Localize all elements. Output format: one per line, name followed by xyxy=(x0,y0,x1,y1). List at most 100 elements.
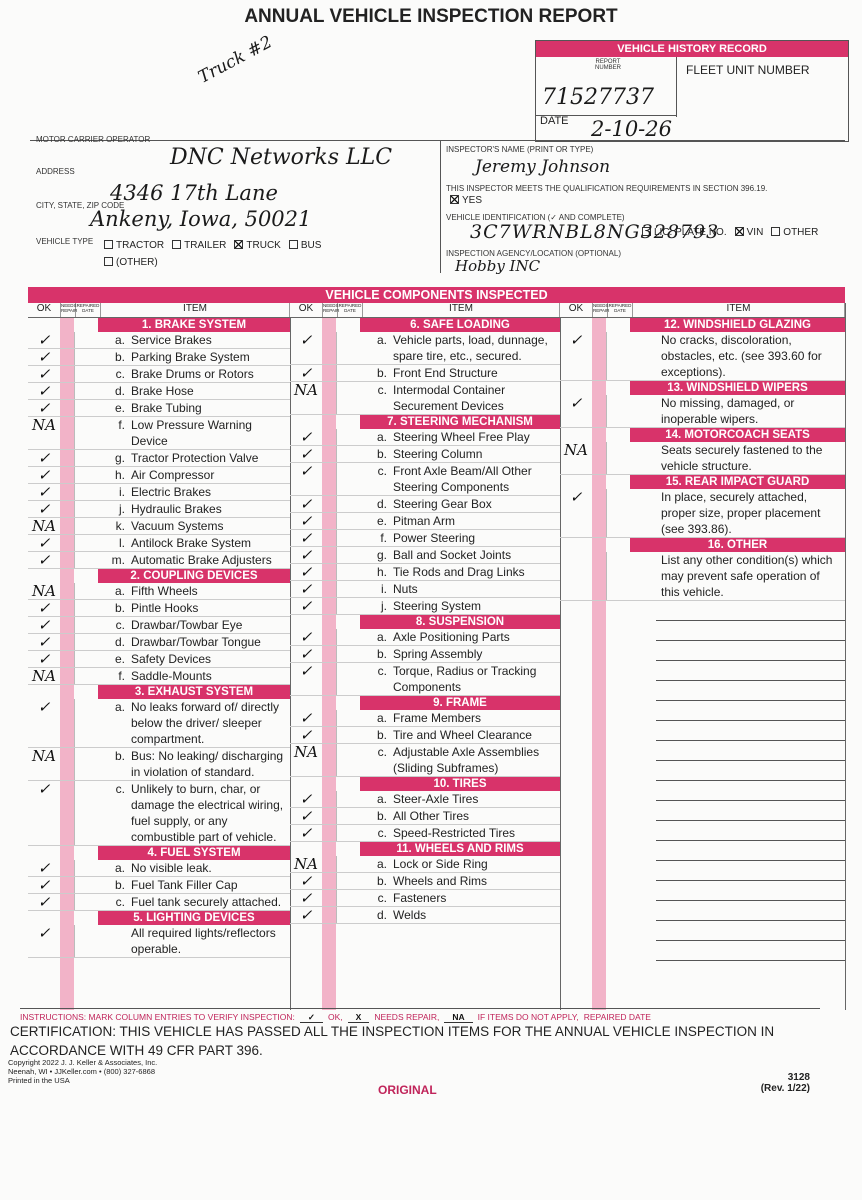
item-row: ✓ l. Antilock Brake System xyxy=(28,535,290,552)
item-letter: e. xyxy=(376,514,387,528)
item-letter: f. xyxy=(118,418,125,432)
section-title: 8. SUSPENSION xyxy=(360,615,560,629)
section-title: 14. MOTORCOACH SEATS xyxy=(630,428,845,442)
item-row: NA a. Lock or Side Ring xyxy=(290,856,560,873)
repaired-date xyxy=(74,400,99,416)
repaired-date xyxy=(74,467,99,483)
repaired-date xyxy=(74,501,99,517)
item-letter: c. xyxy=(377,664,387,678)
item-text: Saddle-Mounts xyxy=(131,669,212,683)
item-letter: d. xyxy=(114,384,125,398)
item-letter: a. xyxy=(376,792,387,806)
ok-mark: ✓ xyxy=(299,563,313,581)
needs-repair xyxy=(322,890,336,906)
item-row: ✓ a. No visible leak. xyxy=(28,860,290,877)
repaired-date xyxy=(336,463,361,495)
item-text: In place, securely attached, proper size… xyxy=(661,490,821,536)
item-letter: a. xyxy=(114,861,125,875)
ok-mark: ✓ xyxy=(299,889,313,907)
revision: (Rev. 1/22) xyxy=(760,1083,810,1094)
repaired-date xyxy=(336,744,361,776)
needs-repair xyxy=(322,382,336,414)
repaired-date xyxy=(336,646,361,662)
item-letter: a. xyxy=(114,333,125,347)
ok-mark: ✓ xyxy=(299,645,313,663)
needs-repair xyxy=(60,617,74,633)
item-text: Fifth Wheels xyxy=(131,584,198,598)
needs-repair xyxy=(60,383,74,399)
repaired-date xyxy=(74,383,99,399)
needs-repair xyxy=(60,518,74,534)
checkbox: TRAILER xyxy=(172,238,226,253)
item-letter: b. xyxy=(376,809,387,823)
item-text: Tie Rods and Drag Links xyxy=(393,565,525,579)
needs-repair xyxy=(322,446,336,462)
item-letter: a. xyxy=(376,430,387,444)
ok-mark: ✓ xyxy=(299,495,313,513)
ok-mark: ✓ xyxy=(299,597,313,615)
column: OK NEEDS REPAIR REPAIRED DATE ITEM 12. WINDS… xyxy=(560,303,846,1010)
item-letter: b. xyxy=(376,366,387,380)
repaired-date xyxy=(336,496,361,512)
original: ORIGINAL xyxy=(378,1083,437,1097)
ok-mark: ✓ xyxy=(299,331,313,349)
section-title: 6. SAFE LOADING xyxy=(360,318,560,332)
item-text: Steering System xyxy=(393,599,482,613)
ok-mark: ✓ xyxy=(299,580,313,598)
item-text: All Other Tires xyxy=(393,809,470,823)
blank-line xyxy=(656,781,845,801)
needs-repair xyxy=(60,781,74,845)
item-text: Frame Members xyxy=(393,711,482,725)
blank-line xyxy=(656,641,845,661)
ok-mark: ✓ xyxy=(299,872,313,890)
form-number-text: 3128 xyxy=(787,1072,810,1083)
item-row: NA f. Low Pressure Warning Device xyxy=(28,417,290,450)
blank-line xyxy=(656,901,845,921)
vehicle-id-label: VEHICLE IDENTIFICATION (✓ AND COMPLETE) xyxy=(446,213,625,222)
item-letter: d. xyxy=(376,908,387,922)
item-letter: a. xyxy=(376,857,387,871)
repaired-date xyxy=(74,748,99,780)
repaired-date xyxy=(606,442,631,474)
ok-mark: ✓ xyxy=(299,906,313,924)
item-text: List any other condition(s) which may pr… xyxy=(661,553,833,599)
repaired-date xyxy=(74,450,99,466)
checkbox: (OTHER) xyxy=(104,255,158,270)
column-header: OK NEEDS REPAIR REPAIRED DATE ITEM xyxy=(28,303,290,318)
ok-mark: ✓ xyxy=(299,546,313,564)
item-text: Drawbar/Towbar Eye xyxy=(131,618,243,632)
qualification: THIS INSPECTOR MEETS THE QUALIFICATION R… xyxy=(446,184,768,193)
repaired-date xyxy=(74,860,99,876)
item-row: ✓ b. Spring Assembly xyxy=(290,646,560,663)
ok-mark: NA xyxy=(294,855,318,873)
blank-line xyxy=(656,841,845,861)
blank-line xyxy=(656,861,845,881)
needs-repair xyxy=(60,417,74,449)
ok-mark: ✓ xyxy=(299,662,313,680)
item-letter: c. xyxy=(115,895,125,909)
repaired-date xyxy=(336,825,361,841)
needs-repair xyxy=(60,877,74,893)
vehicle-types: TRACTOR TRAILER TRUCK BUS (OTHER) xyxy=(104,236,364,270)
item-row: NA f. Saddle-Mounts xyxy=(28,668,290,685)
needs-repair xyxy=(322,907,336,923)
needs-repair xyxy=(322,710,336,726)
divider xyxy=(676,57,677,117)
item-text: Electric Brakes xyxy=(131,485,212,499)
repaired-date xyxy=(74,600,99,616)
ok-mark: ✓ xyxy=(37,365,51,383)
item-row: ✓ f. Power Steering xyxy=(290,530,560,547)
blank-line xyxy=(656,761,845,781)
item-row: ✓ No missing, damaged, or inoperable wipe… xyxy=(560,395,845,428)
city: Ankeny, Iowa, 50021 xyxy=(90,207,312,231)
item-letter: e. xyxy=(114,401,125,415)
needs-repair xyxy=(322,808,336,824)
item-row: ✓ a. Vehicle parts, load, dunnage, spare t… xyxy=(290,332,560,365)
checkbox: TRACTOR xyxy=(104,238,164,253)
needs-repair xyxy=(322,727,336,743)
item-letter: d. xyxy=(114,635,125,649)
needs-repair xyxy=(60,651,74,667)
item-row: List any other condition(s) which may pr… xyxy=(560,552,845,601)
item-text: Speed-Restricted Tires xyxy=(393,826,516,840)
item-row: ✓ j. Hydraulic Brakes xyxy=(28,501,290,518)
